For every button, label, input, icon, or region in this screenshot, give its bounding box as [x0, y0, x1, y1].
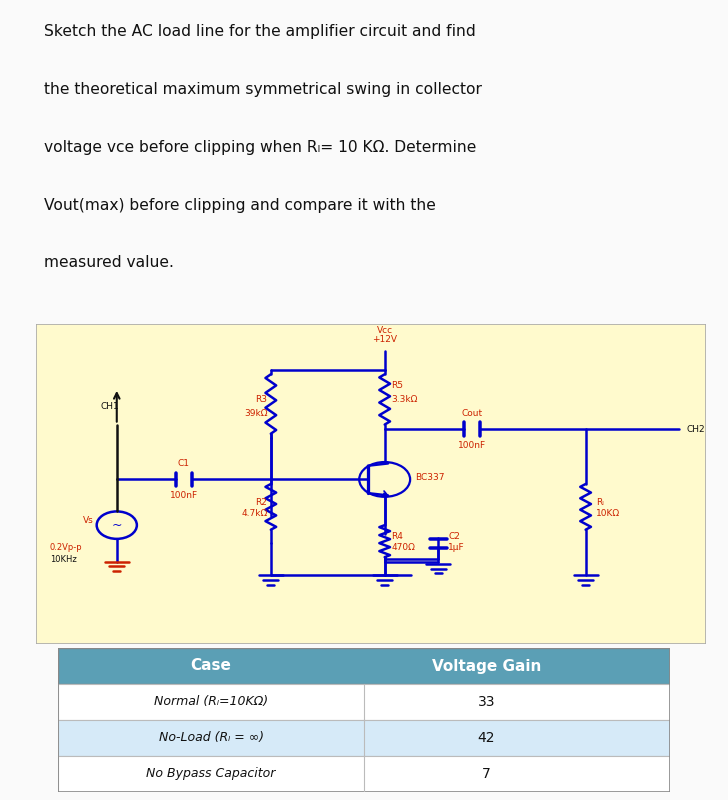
- Text: 33: 33: [478, 695, 495, 709]
- Text: 100nF: 100nF: [170, 491, 198, 500]
- Bar: [58, 756, 670, 792]
- Text: ~: ~: [111, 518, 122, 532]
- Text: No-Load (Rₗ = ∞): No-Load (Rₗ = ∞): [159, 731, 264, 745]
- Text: R2: R2: [256, 498, 267, 506]
- Text: Rₗ: Rₗ: [596, 498, 604, 506]
- Text: Voltage Gain: Voltage Gain: [432, 658, 541, 674]
- Text: BC337: BC337: [415, 473, 444, 482]
- Text: R3: R3: [256, 395, 267, 404]
- Text: Sketch the AC load line for the amplifier circuit and find: Sketch the AC load line for the amplifie…: [44, 25, 475, 39]
- Text: 4.7kΩ: 4.7kΩ: [241, 510, 267, 518]
- Text: 3.3kΩ: 3.3kΩ: [392, 395, 418, 404]
- Text: C1: C1: [178, 459, 190, 468]
- Text: R4: R4: [392, 532, 403, 541]
- Text: 39kΩ: 39kΩ: [244, 409, 267, 418]
- Text: R5: R5: [392, 382, 403, 390]
- Text: Vcc: Vcc: [376, 326, 392, 335]
- Bar: [58, 684, 670, 720]
- Text: measured value.: measured value.: [44, 255, 173, 270]
- Text: 1μF: 1μF: [448, 543, 465, 553]
- Text: CH1: CH1: [100, 402, 119, 410]
- Text: the theoretical maximum symmetrical swing in collector: the theoretical maximum symmetrical swin…: [44, 82, 481, 98]
- Text: Cout: Cout: [461, 409, 483, 418]
- Text: Vs: Vs: [82, 516, 93, 525]
- Bar: [58, 720, 670, 756]
- Text: 100nF: 100nF: [458, 441, 486, 450]
- Text: No Bypass Capacitor: No Bypass Capacitor: [146, 767, 276, 781]
- Text: Normal (Rₗ=10KΩ): Normal (Rₗ=10KΩ): [154, 695, 268, 709]
- Text: 7: 7: [482, 767, 491, 781]
- Text: 0.2Vp-p: 0.2Vp-p: [50, 543, 82, 553]
- Text: Vout(max) before clipping and compare it with the: Vout(max) before clipping and compare it…: [44, 198, 435, 213]
- Text: +12V: +12V: [372, 335, 397, 345]
- Text: 42: 42: [478, 731, 495, 745]
- Text: voltage vce before clipping when Rₗ= 10 KΩ. Determine: voltage vce before clipping when Rₗ= 10 …: [44, 140, 476, 155]
- Text: 10KHz: 10KHz: [50, 555, 76, 564]
- Text: 10KΩ: 10KΩ: [596, 510, 620, 518]
- Bar: [58, 648, 670, 684]
- Text: 470Ω: 470Ω: [392, 543, 415, 553]
- Text: C2: C2: [448, 532, 460, 541]
- Text: Case: Case: [191, 658, 232, 674]
- Text: CH2: CH2: [686, 425, 705, 434]
